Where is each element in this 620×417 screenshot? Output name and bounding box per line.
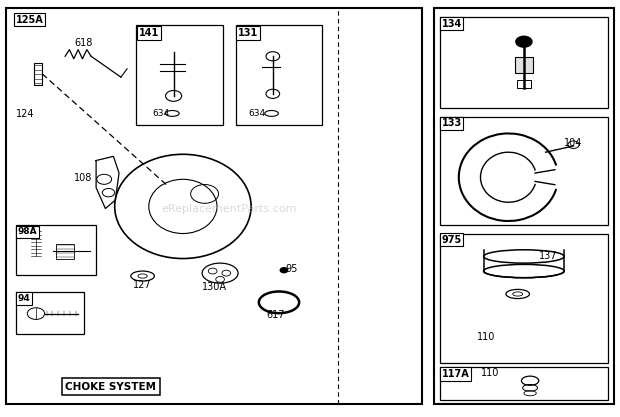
Circle shape bbox=[280, 268, 288, 273]
Text: 127: 127 bbox=[133, 280, 152, 290]
Text: 110: 110 bbox=[477, 332, 496, 342]
Text: 117A: 117A bbox=[441, 369, 469, 379]
Text: 134: 134 bbox=[441, 19, 462, 29]
Text: 95: 95 bbox=[285, 264, 298, 274]
Text: 133: 133 bbox=[441, 118, 462, 128]
Circle shape bbox=[516, 36, 532, 47]
Text: 617: 617 bbox=[267, 310, 285, 320]
Text: 94: 94 bbox=[17, 294, 30, 303]
Text: 141: 141 bbox=[139, 28, 159, 38]
Text: 108: 108 bbox=[74, 173, 93, 183]
Text: 125A: 125A bbox=[16, 15, 43, 25]
Text: 618: 618 bbox=[74, 38, 93, 48]
Text: 975: 975 bbox=[441, 235, 462, 245]
Text: 634: 634 bbox=[152, 109, 169, 118]
Text: eReplacementParts.com: eReplacementParts.com bbox=[162, 203, 297, 214]
FancyBboxPatch shape bbox=[515, 57, 533, 73]
Text: 98A: 98A bbox=[17, 227, 37, 236]
Text: 131: 131 bbox=[238, 28, 259, 38]
Text: CHOKE SYSTEM: CHOKE SYSTEM bbox=[65, 382, 156, 392]
Text: 130A: 130A bbox=[202, 282, 226, 292]
Text: 124: 124 bbox=[16, 109, 34, 119]
Text: 634: 634 bbox=[248, 109, 265, 118]
Text: 137: 137 bbox=[539, 251, 558, 261]
Text: 104: 104 bbox=[564, 138, 583, 148]
Text: 110: 110 bbox=[480, 368, 499, 378]
